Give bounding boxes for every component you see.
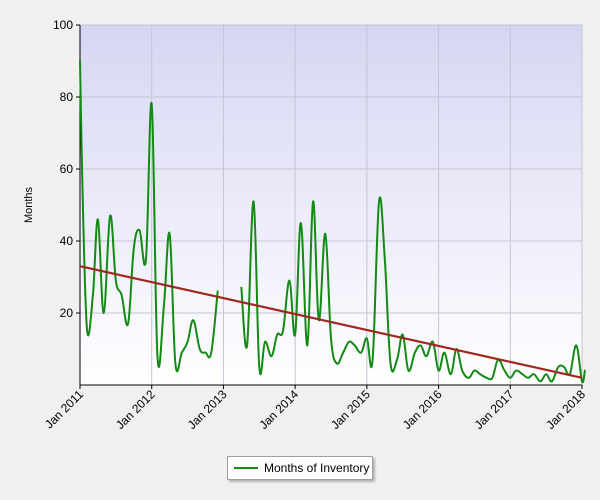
x-tick-label: Jan 2012 <box>113 387 158 432</box>
series-line-0-segment-0 <box>79 60 219 373</box>
x-tick-label: Jan 2011 <box>42 387 86 431</box>
series-layer <box>79 60 586 384</box>
x-tick-label: Jan 2015 <box>328 387 373 432</box>
y-tick-label: 20 <box>60 306 74 320</box>
y-tick-label: 60 <box>60 162 74 176</box>
legend-label: Months of Inventory <box>264 461 370 475</box>
y-axis-ticks: 20 40 60 80 100 <box>53 18 80 320</box>
y-tick-label: 40 <box>60 234 74 248</box>
x-tick-label: Jan 2018 <box>543 387 588 432</box>
x-axis-ticks: Jan 2011 Jan 2012 Jan 2013 Jan 2014 Jan 2015… <box>42 385 588 432</box>
x-tick-label: Jan 2013 <box>185 387 230 432</box>
trend-line <box>79 265 583 379</box>
series-line-0-segment-1 <box>240 196 586 384</box>
y-tick-label: 80 <box>60 90 74 104</box>
legend: Months of Inventory <box>227 456 373 480</box>
x-tick-label: Jan 2014 <box>256 387 301 432</box>
legend-swatch <box>234 467 258 469</box>
x-tick-label: Jan 2016 <box>400 387 445 432</box>
y-tick-label: 100 <box>53 18 73 32</box>
x-tick-label: Jan 2017 <box>472 387 517 432</box>
trend-layer <box>79 265 583 379</box>
y-axis-title: Months <box>23 186 35 223</box>
